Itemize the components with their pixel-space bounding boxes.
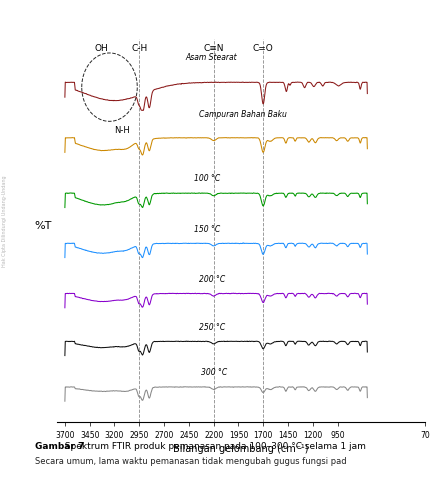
Text: C≡N: C≡N <box>203 44 224 53</box>
Text: Hak Cipta Dilindungi Undang-Undang: Hak Cipta Dilindungi Undang-Undang <box>2 175 7 267</box>
Text: 150 °C: 150 °C <box>194 225 220 234</box>
Text: Gambar 7: Gambar 7 <box>35 442 85 451</box>
Text: Spektrum FTIR produk pemanasan pada 100–300 °C selama 1 jam: Spektrum FTIR produk pemanasan pada 100–… <box>59 442 366 451</box>
Text: 300 °C: 300 °C <box>201 368 227 377</box>
Text: Campuran Bahan Baku: Campuran Bahan Baku <box>199 110 286 119</box>
X-axis label: Bilangan gelombang (cm⁻¹): Bilangan gelombang (cm⁻¹) <box>173 444 309 455</box>
Text: C-H: C-H <box>131 44 147 53</box>
Text: 250 °C: 250 °C <box>199 323 225 332</box>
Text: 200 °C: 200 °C <box>199 275 225 284</box>
Text: 100 °C: 100 °C <box>194 174 220 183</box>
Text: OH: OH <box>95 44 109 53</box>
Text: N-H: N-H <box>114 126 130 135</box>
Text: Asam Stearat: Asam Stearat <box>186 53 237 62</box>
Y-axis label: %T: %T <box>34 221 52 231</box>
Text: C=O: C=O <box>253 44 274 53</box>
Text: Secara umum, lama waktu pemanasan tidak mengubah gugus fungsi pad: Secara umum, lama waktu pemanasan tidak … <box>35 457 346 466</box>
